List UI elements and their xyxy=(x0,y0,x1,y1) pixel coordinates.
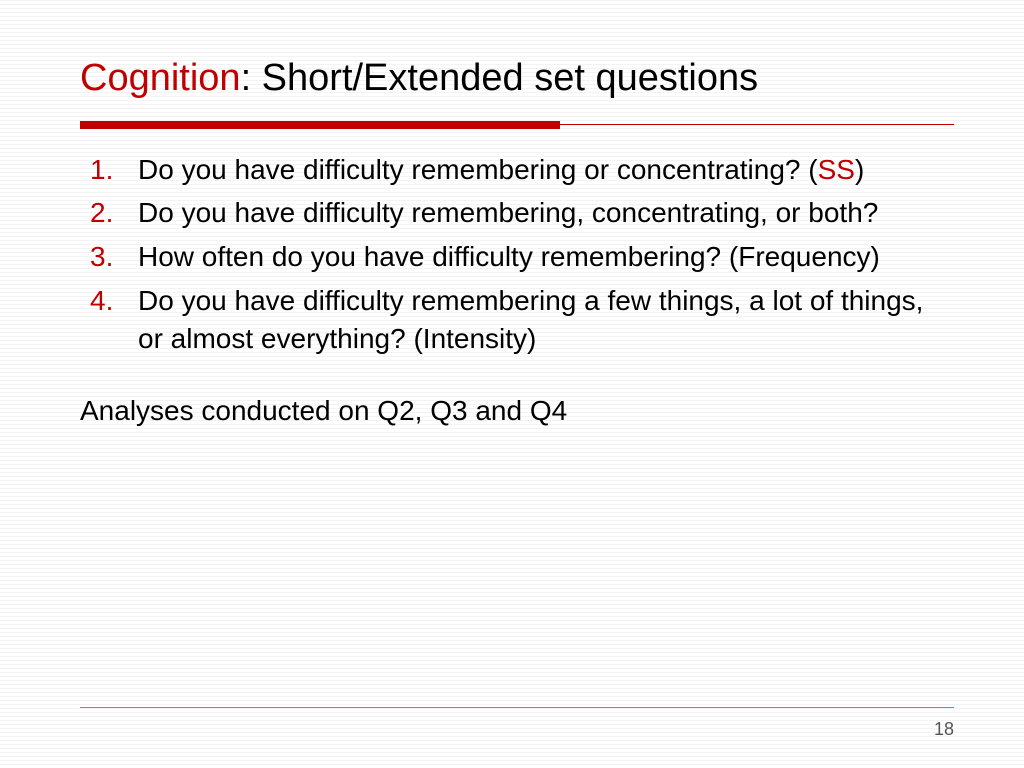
ss-tag: SS xyxy=(818,154,855,185)
list-item: Do you have difficulty remembering, conc… xyxy=(80,194,954,232)
title-rest: : Short/Extended set questions xyxy=(241,57,759,99)
question-text-post: ) xyxy=(855,154,864,185)
rule-thick xyxy=(80,121,560,129)
list-item: How often do you have difficulty remembe… xyxy=(80,238,954,276)
question-text: Do you have difficulty remembering a few… xyxy=(138,285,923,354)
list-item: Do you have difficulty remembering or co… xyxy=(80,151,954,189)
page-number: 18 xyxy=(934,719,954,740)
title-accent: Cognition xyxy=(80,57,241,99)
question-list: Do you have difficulty remembering or co… xyxy=(80,151,954,358)
list-item: Do you have difficulty remembering a few… xyxy=(80,282,954,358)
question-text: Do you have difficulty remembering, conc… xyxy=(138,197,878,228)
title-rule xyxy=(80,121,954,129)
question-text: Do you have difficulty remembering or co… xyxy=(138,154,818,185)
rule-thin xyxy=(560,124,954,125)
slide-title: Cognition: Short/Extended set questions xyxy=(80,55,954,103)
bottom-rule xyxy=(80,707,954,708)
footer-note: Analyses conducted on Q2, Q3 and Q4 xyxy=(80,395,954,427)
question-text: How often do you have difficulty remembe… xyxy=(138,241,880,272)
